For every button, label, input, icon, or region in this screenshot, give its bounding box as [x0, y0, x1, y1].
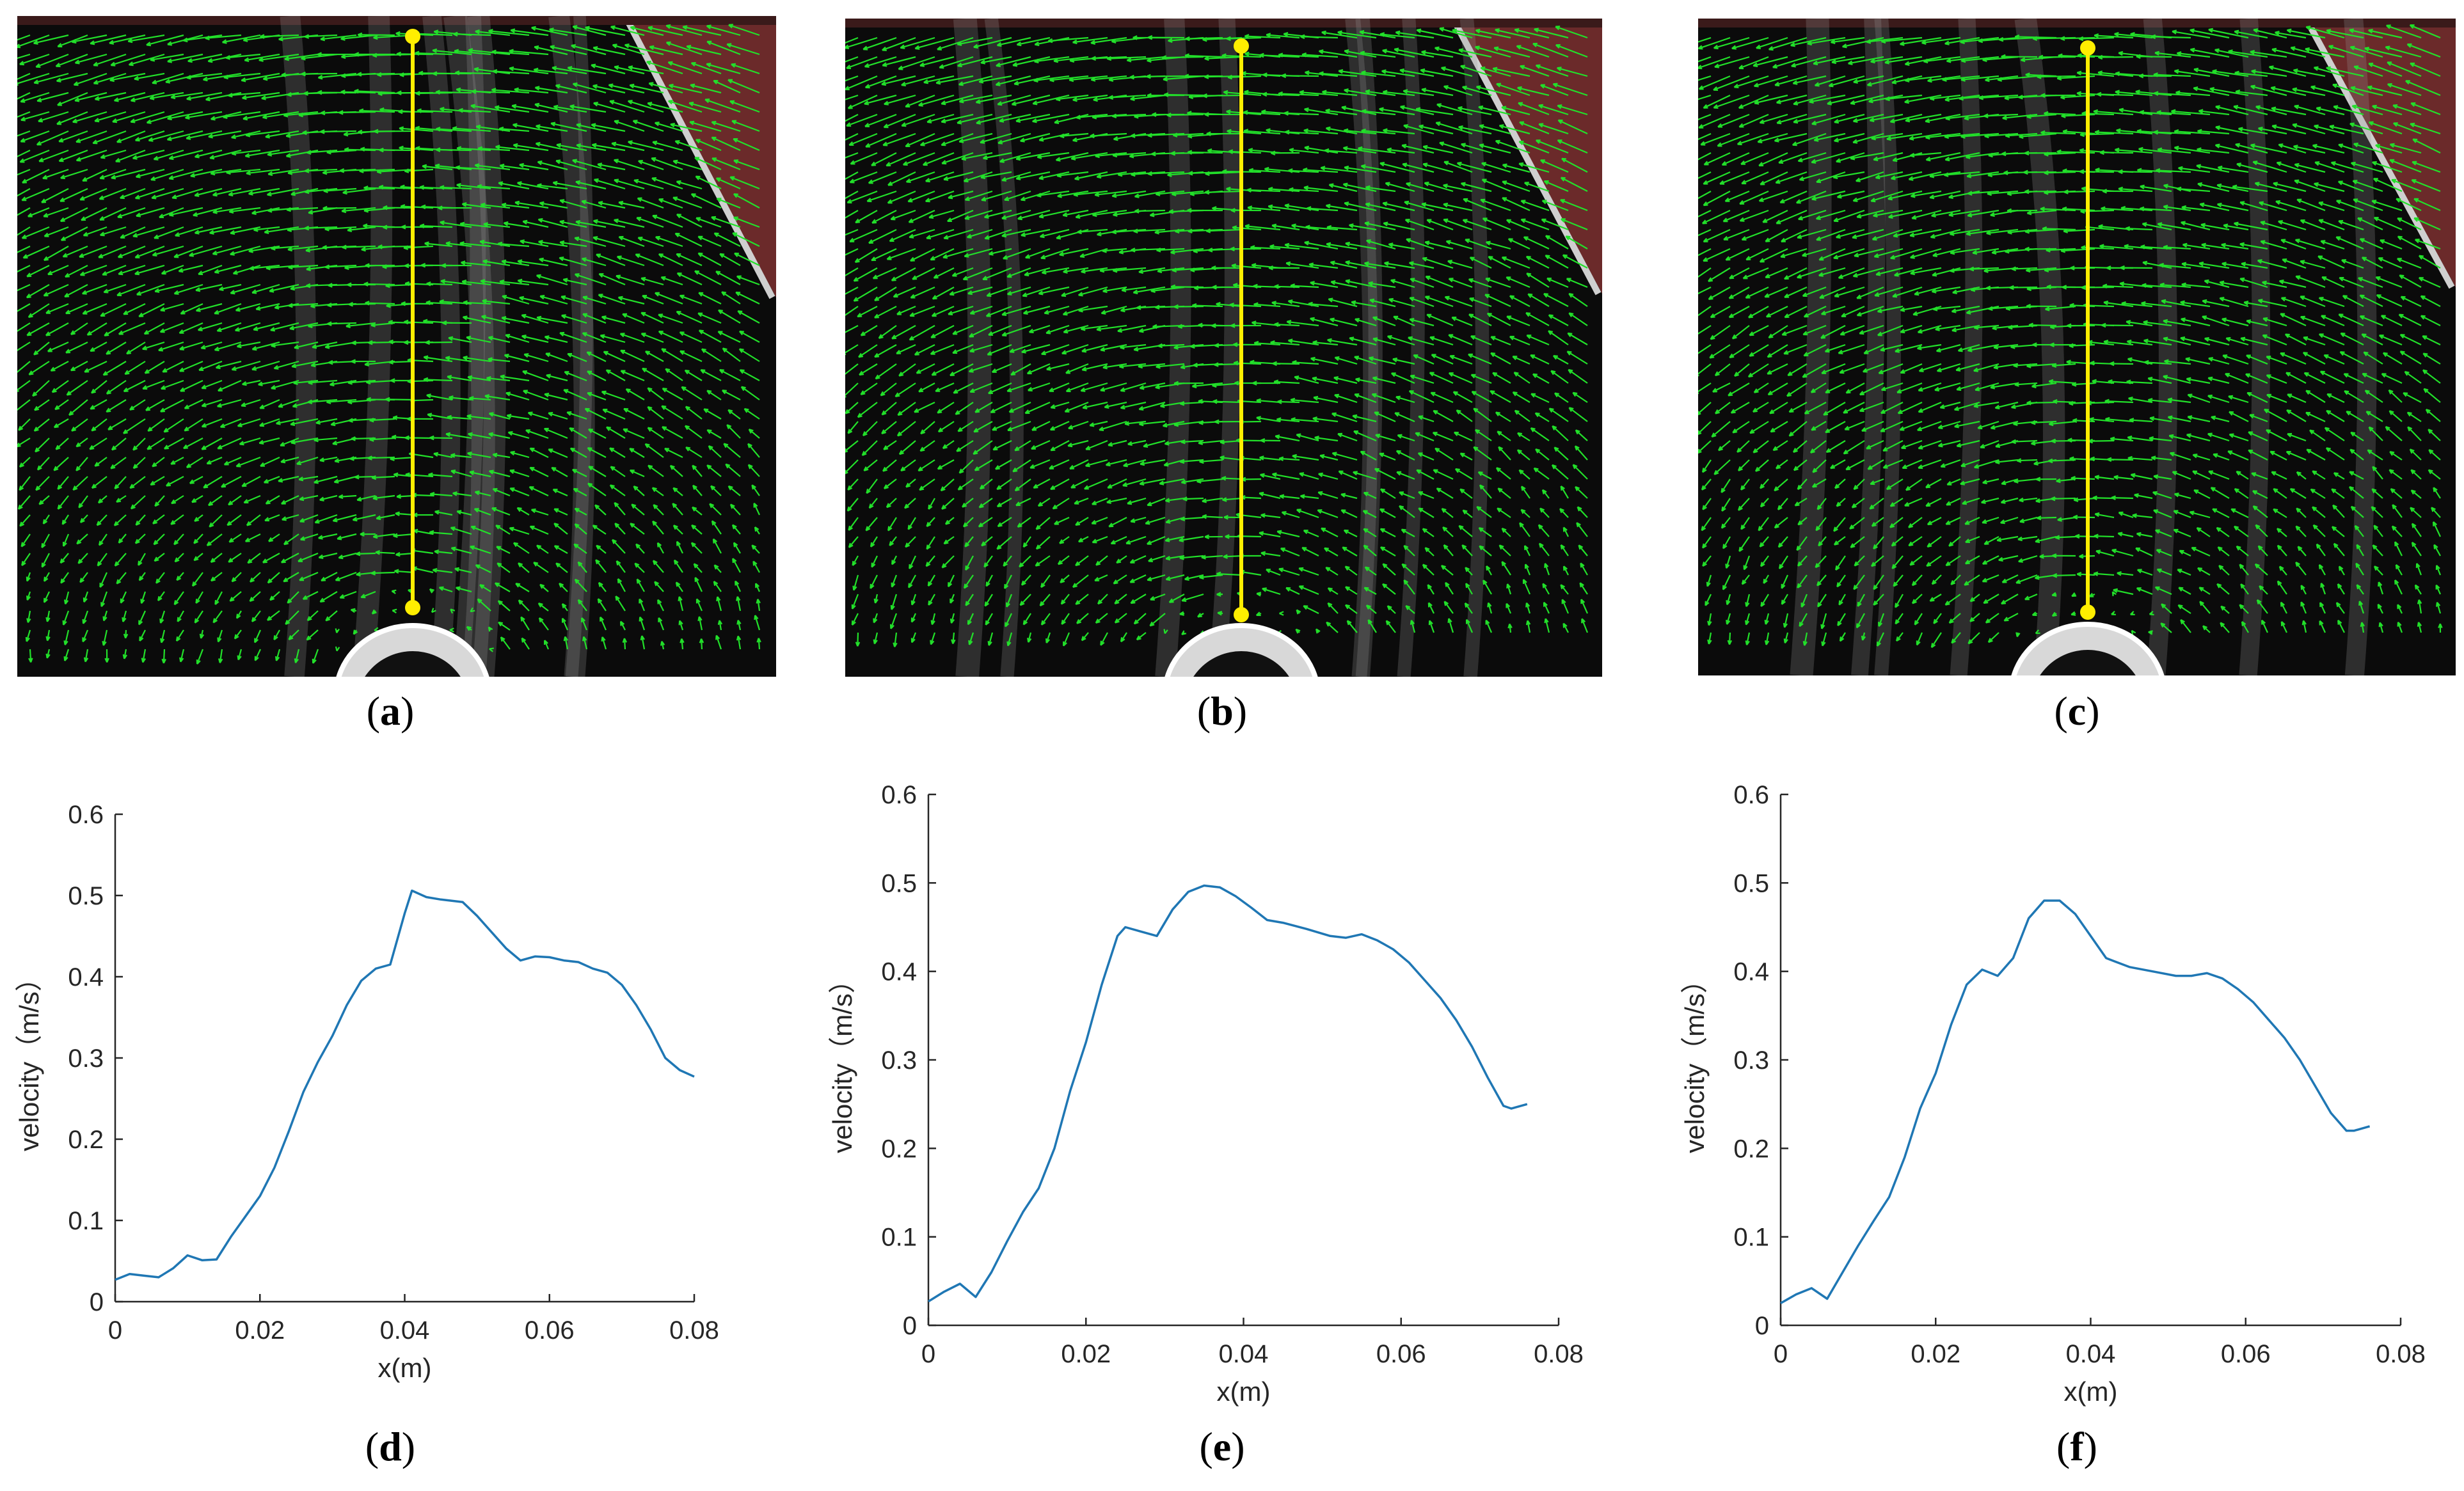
velocity-vectors [1698, 24, 2443, 649]
y-axis-label: velocity（m/s） [827, 966, 857, 1153]
x-tick-label: 0 [108, 1316, 122, 1345]
x-tick-label: 0.06 [525, 1316, 575, 1345]
y-tick-label: 0 [903, 1312, 917, 1340]
x-tick-label: 0.06 [1376, 1340, 1426, 1368]
y-tick-label: 0.4 [68, 963, 104, 991]
x-tick-label: 0 [1774, 1340, 1788, 1368]
x-tick-label: 0.08 [669, 1316, 719, 1345]
velocity-series-line [928, 884, 1528, 1303]
y-axis-label: velocity（m/s） [1680, 966, 1710, 1153]
piv-field-svg [1698, 19, 2456, 675]
y-tick-label: 0.4 [881, 958, 917, 986]
y-tick-label: 0.2 [881, 1135, 917, 1163]
probe-endpoint-top [1234, 38, 1249, 54]
probe-endpoint-top [405, 29, 420, 44]
y-tick-label: 0.5 [881, 869, 917, 897]
velocity-vectors [845, 26, 1589, 647]
x-tick-label: 0.02 [1061, 1340, 1111, 1368]
probe-endpoint-top [2080, 40, 2095, 56]
y-tick-label: 0.1 [68, 1207, 104, 1235]
chart-f: 0 0.02 0.04 0.06 0.08 0 0.1 0.2 0.3 0.4 0.5 0.6 x(m)… [1680, 781, 2426, 1407]
x-tick-label: 0.04 [1219, 1340, 1269, 1368]
x-axis-label: x(m) [2064, 1377, 2118, 1407]
probe-endpoint-bottom [1234, 607, 1249, 622]
y-tick-label: 0.4 [1733, 958, 1769, 986]
caption-e: (e) [1199, 1424, 1245, 1469]
x-tick-label: 0.02 [1911, 1340, 1960, 1368]
x-tick-label: 0 [921, 1340, 935, 1368]
x-tick-label: 0.02 [235, 1316, 285, 1345]
velocity-vectors [17, 24, 761, 665]
chart-e: 0 0.02 0.04 0.06 0.08 0 0.1 0.2 0.3 0.4 0.5 0.6 x(m)… [827, 781, 1584, 1407]
piv-image-a [17, 16, 776, 677]
y-tick-label: 0 [90, 1288, 104, 1316]
velocity-series-line [115, 889, 695, 1281]
y-tick-label: 0.3 [1733, 1046, 1769, 1075]
y-tick-label: 0.1 [1733, 1224, 1769, 1252]
y-tick-label: 0.5 [1733, 869, 1769, 897]
piv-field-svg [845, 19, 1602, 677]
caption-d: (d) [365, 1424, 416, 1469]
x-tick-label: 0.08 [1534, 1340, 1584, 1368]
probe-endpoint-bottom [405, 600, 420, 615]
y-tick-label: 0.6 [1733, 781, 1769, 809]
x-tick-label: 0.04 [2066, 1340, 2116, 1368]
piv-image-b [845, 19, 1602, 677]
chart-d: 0 0.02 0.04 0.06 0.08 0 0.1 0.2 0.3 0.4 0.5 0.6 x(m)… [14, 801, 719, 1383]
y-axis-label: velocity（m/s） [14, 965, 44, 1151]
caption-c: (c) [2054, 688, 2100, 734]
y-tick-label: 0 [1755, 1312, 1769, 1340]
y-tick-label: 0.2 [1733, 1135, 1769, 1163]
y-tick-label: 0.6 [881, 781, 917, 809]
y-tick-label: 0.3 [68, 1045, 104, 1073]
velocity-series-line [1780, 899, 2371, 1304]
x-tick-label: 0.08 [2376, 1340, 2426, 1368]
x-tick-label: 0.06 [2221, 1340, 2271, 1368]
caption-a: (a) [366, 688, 415, 734]
x-tick-label: 0.04 [380, 1316, 430, 1345]
y-tick-label: 0.3 [881, 1046, 917, 1075]
x-axis-label: x(m) [1217, 1377, 1271, 1407]
caption-f: (f) [2056, 1424, 2097, 1469]
piv-image-c [1698, 19, 2456, 675]
y-tick-label: 0.6 [68, 801, 104, 829]
piv-field-svg [17, 16, 776, 677]
caption-b: (b) [1196, 688, 1248, 734]
y-tick-label: 0.1 [881, 1224, 917, 1252]
y-tick-label: 0.2 [68, 1126, 104, 1154]
probe-endpoint-bottom [2080, 604, 2095, 620]
y-tick-label: 0.5 [68, 882, 104, 910]
x-axis-label: x(m) [378, 1353, 432, 1383]
